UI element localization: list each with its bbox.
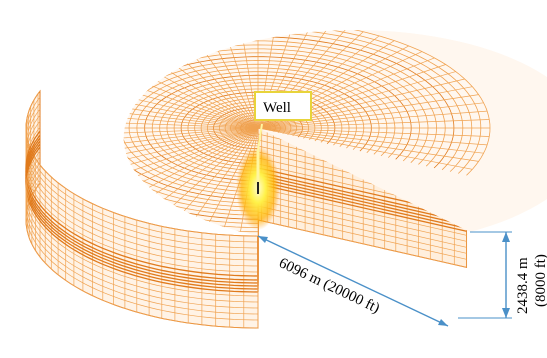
well-label-box: Well: [254, 91, 312, 121]
height-dimension: 2438.4 m (8000 ft): [458, 231, 547, 319]
height-label-imperial: (8000 ft): [533, 254, 547, 307]
outer-cylinder-wall: [25, 89, 259, 329]
well-label: Well: [263, 100, 291, 116]
well-marker: [236, 123, 280, 230]
well-label-leader: [257, 123, 263, 151]
height-label-metric: 2438.4 m: [515, 257, 531, 314]
radius-label: 6096 m (20000 ft): [276, 255, 382, 317]
